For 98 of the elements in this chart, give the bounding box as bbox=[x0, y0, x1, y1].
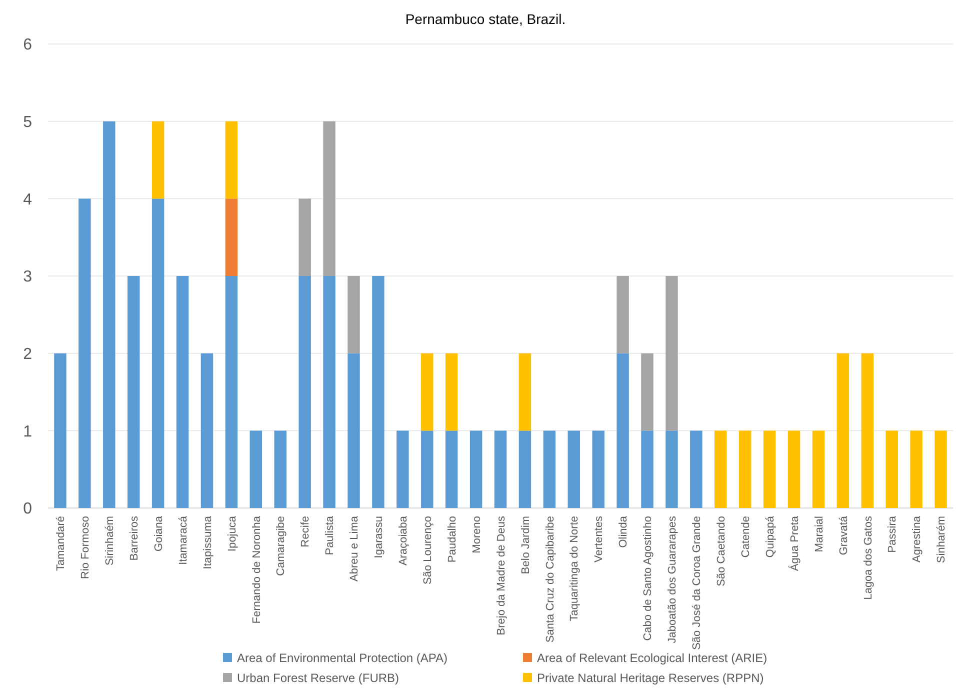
x-tick-label: Vertentes bbox=[593, 516, 606, 562]
legend-label: Private Natural Heritage Reserves (RPPN) bbox=[537, 671, 764, 686]
bar bbox=[518, 430, 532, 508]
x-tick-label: Brejo da Madre de Deus bbox=[495, 516, 508, 636]
x-tick-label: São Caetando bbox=[715, 516, 728, 586]
bar bbox=[54, 353, 66, 508]
bar bbox=[323, 276, 336, 508]
bar bbox=[714, 430, 727, 508]
y-tick-label: 2 bbox=[23, 346, 32, 363]
x-tick-label: Paulista bbox=[324, 515, 336, 556]
x-tick-label: Goiana bbox=[152, 515, 165, 552]
bar bbox=[152, 198, 164, 508]
x-tick-label: Abreu e Lima bbox=[348, 515, 361, 582]
bar bbox=[641, 430, 654, 508]
bar bbox=[592, 430, 604, 508]
y-tick-label: 5 bbox=[23, 114, 32, 131]
bar bbox=[641, 353, 654, 431]
bar bbox=[152, 121, 164, 199]
bar bbox=[445, 430, 458, 508]
x-tick-label: Recife bbox=[300, 516, 312, 548]
bar bbox=[78, 198, 91, 508]
bar bbox=[323, 121, 336, 276]
x-tick-label: Itapissuma bbox=[202, 515, 214, 570]
x-tick-label: Belo Jardim bbox=[520, 516, 532, 574]
x-tick-label: Taquaritinga do Norte bbox=[568, 516, 581, 622]
bar bbox=[348, 276, 360, 354]
bar bbox=[518, 353, 532, 431]
y-tick-label: 3 bbox=[23, 268, 32, 286]
chart-title: Pernambuco state, Brazil. bbox=[405, 11, 566, 27]
bar bbox=[616, 276, 629, 354]
bar bbox=[348, 353, 360, 508]
x-tick-label: Moreno bbox=[470, 516, 483, 554]
bar bbox=[543, 430, 556, 508]
y-tick-label: 0 bbox=[23, 500, 32, 518]
x-tick-label: Quipapá bbox=[764, 515, 776, 558]
x-tick-label: Tamandaré bbox=[55, 516, 68, 572]
bar bbox=[421, 353, 434, 431]
legend-label: Area of Environmental Protection (APA) bbox=[237, 651, 448, 666]
bar bbox=[250, 430, 262, 508]
y-tick-label: 4 bbox=[23, 191, 32, 208]
bar bbox=[225, 121, 238, 199]
bar bbox=[666, 430, 678, 508]
x-tick-label: Fernando de Noronha bbox=[250, 515, 263, 624]
bar bbox=[836, 353, 850, 508]
x-tick-label: Gravatá bbox=[838, 515, 850, 556]
bar bbox=[274, 430, 286, 508]
x-tick-label: Água Preta bbox=[788, 515, 801, 572]
bar bbox=[666, 276, 678, 431]
bar bbox=[934, 430, 947, 508]
x-tick-label: Santa Cruz do Capibaribe bbox=[544, 516, 556, 643]
x-tick-label: Cabo de Santo Agostinho bbox=[642, 516, 654, 641]
x-tick-label: São José da Coroa Grande bbox=[691, 516, 704, 650]
x-tick-label: Jaboatão dos Guararapes bbox=[666, 516, 679, 644]
x-tick-label: Itamaracá bbox=[177, 515, 190, 565]
y-tick-label: 6 bbox=[23, 36, 32, 54]
x-tick-label: Olinda bbox=[618, 515, 630, 548]
x-tick-label: Ipojuca bbox=[226, 515, 238, 552]
bar bbox=[738, 430, 752, 508]
bar bbox=[372, 276, 384, 508]
x-tick-label: Barreiros bbox=[128, 516, 140, 561]
bar bbox=[103, 121, 116, 508]
x-tick-label: Rio Formoso bbox=[80, 516, 92, 579]
x-tick-label: Lagoa dos Gatos bbox=[862, 516, 874, 600]
bar bbox=[445, 353, 458, 431]
bar bbox=[421, 430, 434, 508]
bar bbox=[861, 353, 874, 508]
bar bbox=[494, 430, 507, 508]
bar bbox=[298, 198, 311, 276]
bar bbox=[396, 430, 409, 508]
bar bbox=[127, 276, 140, 508]
bar bbox=[763, 430, 776, 508]
legend-label: Urban Forest Reserve (FURB) bbox=[237, 671, 400, 686]
x-tick-label: Sinharém bbox=[936, 516, 948, 564]
bar bbox=[788, 430, 800, 508]
x-tick-label: Sirinhaém bbox=[104, 516, 116, 566]
bar bbox=[470, 430, 482, 508]
bar bbox=[176, 276, 189, 508]
legend-label: Area of Relevant Ecological Interest (ARIE) bbox=[537, 651, 768, 666]
x-tick-label: Paudalho bbox=[446, 516, 458, 562]
x-tick-label: São Lourenço bbox=[422, 516, 434, 584]
bar bbox=[812, 430, 825, 508]
x-tick-label: Passira bbox=[886, 515, 899, 553]
x-tick-label: Camaragibe bbox=[275, 516, 288, 576]
bar bbox=[616, 353, 629, 508]
bar bbox=[298, 276, 311, 508]
bar bbox=[225, 276, 238, 508]
x-tick-label: Maraial bbox=[813, 516, 826, 552]
x-tick-label: Agrestina bbox=[911, 515, 924, 562]
x-tick-label: Catende bbox=[740, 516, 752, 558]
bar bbox=[200, 353, 214, 508]
x-tick-label: Araçoiaba bbox=[398, 515, 410, 566]
bar bbox=[886, 430, 898, 508]
bar bbox=[225, 198, 238, 276]
x-tick-label: Igarassu bbox=[373, 516, 386, 558]
bar bbox=[568, 430, 580, 508]
bar bbox=[910, 430, 922, 508]
y-tick-label: 1 bbox=[23, 423, 32, 440]
bar bbox=[690, 430, 702, 508]
